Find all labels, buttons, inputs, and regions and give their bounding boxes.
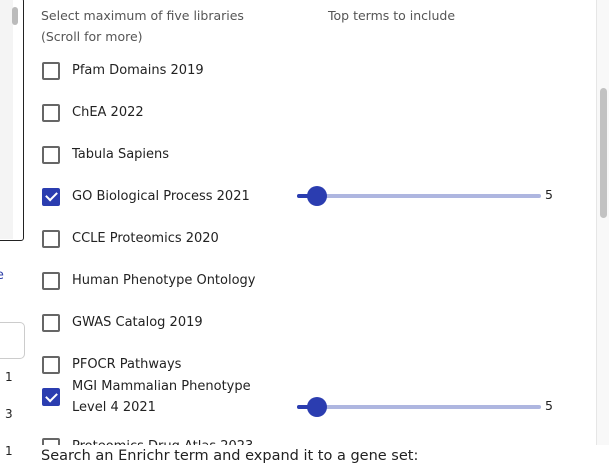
textarea-scroll-thumb[interactable]	[12, 7, 18, 25]
library-label: PFOCR Pathways	[72, 357, 182, 372]
top-terms-slider[interactable]	[297, 186, 541, 206]
top-terms-slider[interactable]	[297, 397, 541, 417]
example-link[interactable]: ble	[0, 268, 4, 283]
library-item[interactable]: Tabula Sapiens	[42, 144, 169, 165]
slider-thumb[interactable]	[306, 397, 327, 417]
search-term-label: Search an Enrichr term and expand it to …	[41, 448, 419, 464]
library-checkbox[interactable]	[42, 271, 60, 290]
gene-list-textarea[interactable]	[0, 0, 24, 241]
list-scroll-thumb[interactable]	[600, 88, 607, 218]
library-item[interactable]: MGI Mammalian Phenotype Level 4 2021	[42, 379, 272, 418]
library-checkbox[interactable]	[42, 61, 60, 80]
library-checkbox[interactable]	[42, 388, 60, 406]
count-value: 1	[5, 444, 13, 458]
library-checkbox[interactable]	[42, 145, 60, 164]
top-terms-header: Top terms to include	[328, 8, 456, 23]
libraries-header-note: (Scroll for more)	[41, 29, 143, 44]
library-label: GWAS Catalog 2019	[72, 315, 203, 330]
libraries-header: Select maximum of five libraries (Scroll …	[41, 5, 244, 47]
library-checkbox[interactable]	[42, 355, 60, 374]
library-label: Proteomics Drug Atlas 2023	[72, 436, 253, 445]
library-label: GO Biological Process 2021	[72, 189, 250, 204]
library-item[interactable]: Pfam Domains 2019	[42, 60, 204, 81]
library-item[interactable]: Proteomics Drug Atlas 2023	[42, 436, 253, 445]
slider-track[interactable]	[297, 405, 541, 409]
library-label: Tabula Sapiens	[72, 147, 170, 162]
library-list: Select maximum of five libraries (Scroll …	[30, 0, 610, 445]
textarea-scrollbar[interactable]	[0, 0, 18, 239]
library-item[interactable]: Human Phenotype Ontology	[42, 270, 256, 291]
count-value: 1	[5, 370, 13, 384]
slider-track[interactable]	[297, 194, 541, 198]
text-input[interactable]	[0, 322, 25, 359]
library-checkbox[interactable]	[42, 229, 60, 248]
library-label: MGI Mammalian Phenotype Level 4 2021	[72, 379, 251, 415]
library-label: CCLE Proteomics 2020	[72, 231, 219, 246]
library-checkbox[interactable]	[42, 313, 60, 332]
count-value: 3	[5, 407, 13, 421]
library-checkbox[interactable]	[42, 437, 60, 445]
library-item[interactable]: ChEA 2022	[42, 102, 144, 123]
top-terms-value: 5	[545, 398, 553, 413]
library-checkbox[interactable]	[42, 187, 60, 206]
list-scrollbar[interactable]	[596, 0, 609, 445]
library-item[interactable]: GO Biological Process 2021	[42, 186, 250, 207]
libraries-header-text: Select maximum of five libraries	[41, 8, 244, 23]
library-item[interactable]: CCLE Proteomics 2020	[42, 228, 219, 249]
slider-thumb[interactable]	[306, 186, 327, 206]
library-checkbox[interactable]	[42, 103, 60, 122]
library-label: Human Phenotype Ontology	[72, 273, 256, 288]
top-terms-value: 5	[545, 187, 553, 202]
library-label: Pfam Domains 2019	[72, 63, 204, 78]
library-label: ChEA 2022	[72, 105, 144, 120]
library-item[interactable]: GWAS Catalog 2019	[42, 312, 203, 333]
library-item[interactable]: PFOCR Pathways	[42, 354, 181, 375]
